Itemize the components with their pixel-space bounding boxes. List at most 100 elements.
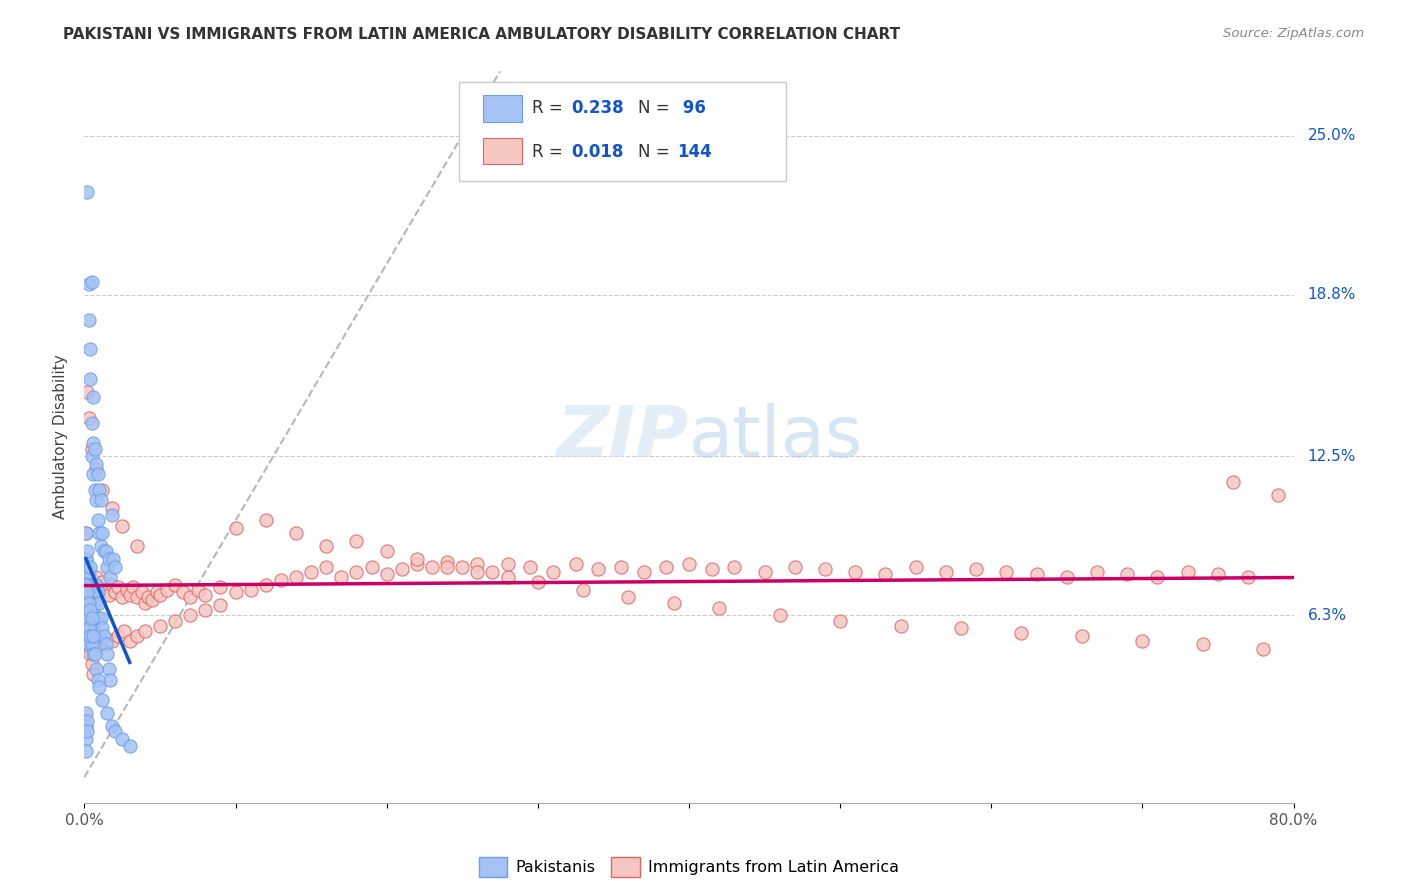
Point (754, 565, 776, 579)
Point (209, 598, 232, 612)
Point (118, 588, 141, 602)
Point (1025, 567, 1047, 582)
Point (299, 565, 322, 579)
Point (77, 582, 100, 597)
Point (87, 585, 110, 599)
Point (391, 562, 413, 576)
Point (100, 634, 122, 648)
Point (1071, 629, 1094, 643)
Point (149, 618, 172, 632)
Point (75, 719, 97, 733)
Point (107, 629, 129, 643)
Point (165, 577, 187, 591)
Point (678, 557, 700, 571)
Point (709, 600, 731, 615)
Point (187, 582, 209, 597)
Point (82, 436, 104, 450)
Point (84, 483, 107, 497)
Point (89, 634, 111, 648)
Point (436, 559, 458, 574)
Point (86, 570, 108, 584)
Point (830, 614, 852, 628)
Point (86, 611, 108, 625)
Text: 25.0%: 25.0% (1308, 128, 1355, 143)
Text: N =: N = (638, 99, 675, 117)
Point (723, 559, 745, 574)
Point (84, 575, 107, 590)
Point (96, 632, 118, 646)
Point (90, 539, 112, 553)
Point (75, 526, 97, 541)
Point (633, 565, 655, 579)
Point (225, 585, 247, 599)
Point (496, 557, 519, 571)
Point (76, 577, 98, 591)
Point (96, 706, 118, 720)
Point (588, 562, 610, 576)
Point (82, 621, 104, 635)
Point (75, 570, 97, 584)
Point (77, 603, 100, 617)
Point (77, 637, 100, 651)
Point (346, 565, 368, 579)
Point (75, 603, 97, 617)
Point (77, 410, 100, 425)
Point (91, 693, 114, 707)
Text: N =: N = (638, 143, 675, 161)
Point (80, 416, 103, 430)
Point (995, 565, 1018, 579)
Point (564, 557, 586, 571)
Point (89, 526, 111, 541)
Point (76, 611, 98, 625)
Point (769, 608, 792, 623)
Point (541, 565, 564, 579)
Point (467, 557, 489, 571)
Point (346, 534, 368, 549)
Point (1011, 626, 1033, 640)
Point (80, 637, 103, 651)
Point (572, 582, 595, 597)
Point (91, 637, 114, 651)
Point (467, 565, 489, 579)
Point (79, 647, 101, 661)
Point (149, 588, 172, 602)
Point (76, 544, 98, 558)
Point (254, 577, 277, 591)
Point (1237, 570, 1260, 584)
Point (239, 582, 262, 597)
Point (118, 634, 141, 648)
Point (91, 621, 114, 635)
Point (1056, 570, 1078, 584)
Point (165, 614, 187, 628)
Point (101, 552, 124, 566)
Point (194, 588, 217, 602)
Point (97, 588, 120, 602)
Point (86, 629, 108, 643)
Point (100, 508, 122, 523)
Text: 12.5%: 12.5% (1308, 449, 1355, 464)
Point (89, 483, 111, 497)
Point (79, 611, 101, 625)
Text: 96: 96 (676, 99, 706, 117)
Point (315, 539, 337, 553)
Text: Source: ZipAtlas.com: Source: ZipAtlas.com (1223, 27, 1364, 40)
Point (1085, 565, 1108, 579)
Point (1130, 634, 1153, 648)
Point (77, 313, 100, 327)
Point (90, 611, 112, 625)
Point (76, 385, 98, 400)
Point (111, 518, 134, 533)
Point (89, 580, 111, 594)
Point (89, 596, 111, 610)
Point (76, 185, 98, 199)
Point (87, 611, 110, 625)
Point (420, 559, 443, 574)
Point (80, 611, 103, 625)
Point (82, 467, 104, 482)
Point (111, 591, 134, 605)
Point (875, 567, 897, 582)
Point (141, 593, 163, 607)
Point (1253, 641, 1275, 656)
Point (75, 596, 97, 610)
Point (519, 559, 541, 574)
